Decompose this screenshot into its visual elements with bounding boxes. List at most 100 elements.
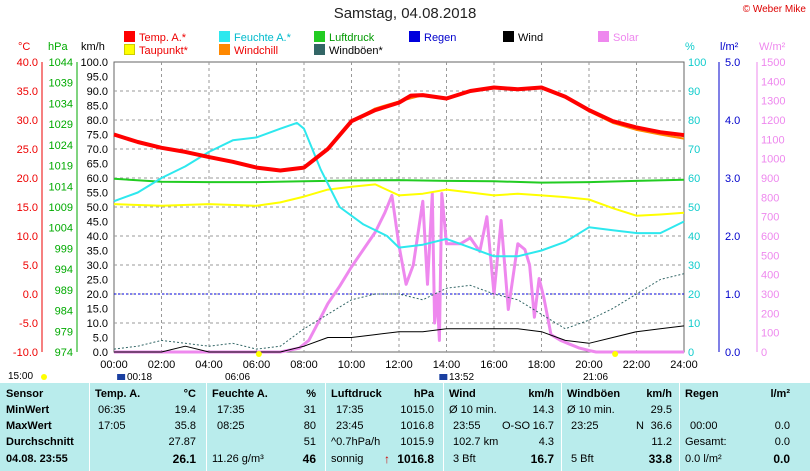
legend-label-dewpoint: Taupunkt* bbox=[139, 45, 188, 57]
rain-rate: 0.0 l/m² bbox=[685, 453, 722, 465]
legend-item-solar: Solar bbox=[598, 31, 639, 44]
pressure-forecast: sonnig bbox=[331, 453, 364, 465]
wind-axis-tick-label: 40.0 bbox=[87, 231, 108, 243]
x-axis-tick-label: 20:00 bbox=[575, 359, 603, 371]
legend-swatch-pressure bbox=[314, 31, 325, 42]
gust-max-time: 23:25 bbox=[571, 420, 599, 432]
legend-item-gust: Windböen* bbox=[314, 44, 383, 57]
axis-unit-wind: km/h bbox=[81, 41, 105, 53]
humidity-axis-tick-label: 0 bbox=[688, 347, 694, 359]
legend-label-wind: Wind bbox=[518, 32, 544, 44]
humidity-axis-tick-label: 60 bbox=[688, 173, 700, 185]
legend-label-humidity: Feuchte A.* bbox=[234, 32, 291, 44]
axis-unit-rain: l/m² bbox=[720, 41, 739, 53]
axis-unit-humidity: % bbox=[685, 41, 695, 53]
pressure-axis-tick-label: 1044 bbox=[49, 57, 73, 69]
col-divider bbox=[561, 383, 562, 471]
pressure-unit: hPa bbox=[413, 388, 434, 400]
legend-item-rain: Regen bbox=[409, 31, 456, 44]
pressure-axis-tick-label: 1009 bbox=[49, 202, 73, 214]
legend-swatch-windchill bbox=[219, 44, 230, 55]
axis-unit-pressure: hPa bbox=[48, 41, 68, 53]
gust-avg10-label: Ø 10 min. bbox=[567, 404, 615, 416]
pressure-axis-tick-label: 974 bbox=[55, 347, 73, 359]
gust-max-dir: N bbox=[636, 420, 644, 432]
wind-axis-tick-label: 75.0 bbox=[87, 130, 108, 142]
rain-axis-tick-label: 3.0 bbox=[725, 173, 740, 185]
gust-max: 36.6 bbox=[650, 420, 672, 432]
humidity-axis-tick-label: 80 bbox=[688, 115, 700, 127]
x-axis-tick-label: 02:00 bbox=[148, 359, 176, 371]
wind-avg10-label: Ø 10 min. bbox=[449, 404, 497, 416]
temp-max-time: 17:05 bbox=[98, 420, 126, 432]
wind-axis-tick-label: 10.0 bbox=[87, 318, 108, 330]
wind-avg: 4.3 bbox=[538, 436, 554, 448]
legend-label-gust: Windböen* bbox=[329, 45, 383, 57]
humidity-axis-tick-label: 100 bbox=[688, 57, 706, 69]
humidity-axis-tick-label: 50 bbox=[688, 202, 700, 214]
temp-min-time: 06:35 bbox=[98, 404, 126, 416]
wind-axis-tick-label: 0.0 bbox=[93, 347, 108, 359]
wind-avg10: 14.3 bbox=[532, 404, 554, 416]
pressure-axis-tick-label: 1004 bbox=[49, 223, 73, 235]
sunrise-label: 06:06 bbox=[225, 372, 251, 383]
humidity-avg: 51 bbox=[303, 436, 316, 448]
rain-axis-tick-label: 4.0 bbox=[725, 115, 740, 127]
temp-axis-tick-label: 40.0 bbox=[17, 57, 38, 69]
solar-axis-tick-label: 100 bbox=[761, 328, 779, 340]
rain-axis-tick-label: 1.0 bbox=[725, 289, 740, 301]
legend-label-windchill: Windchill bbox=[234, 45, 279, 57]
wind-axis-tick-label: 35.0 bbox=[87, 246, 108, 258]
sun-icon bbox=[612, 351, 619, 357]
rain-max-time: 00:00 bbox=[690, 420, 718, 432]
wind-bft: 3 Bft bbox=[453, 453, 476, 465]
row-label-current: 04.08. 23:55 bbox=[6, 453, 68, 465]
humidity-header: Feuchte A. bbox=[212, 388, 268, 400]
wind-current: 16.7 bbox=[530, 452, 554, 466]
gust-unit: km/h bbox=[646, 388, 672, 400]
moonrise-label: 00:18 bbox=[127, 372, 153, 383]
day-start-label: 15:00 bbox=[8, 371, 34, 382]
row-label-min: MinWert bbox=[6, 404, 50, 416]
axis-unit-solar: W/m² bbox=[759, 41, 786, 53]
solar-axis-tick-label: 1100 bbox=[761, 134, 785, 146]
temp-axis-tick-label: 0.0 bbox=[23, 289, 38, 301]
temp-axis-tick-label: 10.0 bbox=[17, 231, 38, 243]
humidity-unit: % bbox=[306, 388, 316, 400]
humidity-axis-tick-label: 10 bbox=[688, 318, 700, 330]
pressure-trend: ^0.7hPa/h bbox=[331, 436, 381, 448]
legend-swatch-dewpoint bbox=[124, 44, 135, 55]
wind-axis-tick-label: 25.0 bbox=[87, 275, 108, 287]
humidity-axis-tick-label: 40 bbox=[688, 231, 700, 243]
solar-axis-tick-label: 800 bbox=[761, 192, 779, 204]
series-line-windb-en bbox=[113, 273, 685, 350]
x-axis-tick-label: 04:00 bbox=[195, 359, 223, 371]
solar-axis-tick-label: 900 bbox=[761, 173, 779, 185]
pressure-axis-tick-label: 1029 bbox=[49, 119, 73, 131]
humidity-max-time: 08:25 bbox=[217, 420, 245, 432]
wind-axis-tick-label: 30.0 bbox=[87, 260, 108, 272]
x-axis-tick-label: 22:00 bbox=[623, 359, 651, 371]
pressure-axis-tick-label: 1024 bbox=[49, 140, 73, 152]
wind-axis-tick-label: 80.0 bbox=[87, 115, 108, 127]
series-line-feuchte-a bbox=[113, 121, 685, 258]
temp-avg: 27.87 bbox=[168, 436, 196, 448]
humidity-max: 80 bbox=[303, 420, 316, 432]
humidity-axis-tick-label: 30 bbox=[688, 260, 700, 272]
pressure-avg: 1015.9 bbox=[400, 436, 434, 448]
humidity-current: 46 bbox=[302, 452, 316, 466]
x-axis-tick-label: 00:00 bbox=[100, 359, 128, 371]
solar-axis-tick-label: 700 bbox=[761, 212, 779, 224]
temp-max: 35.8 bbox=[174, 420, 196, 432]
rain-axis-tick-label: 5.0 bbox=[725, 57, 740, 69]
humidity-axis-tick-label: 20 bbox=[688, 289, 700, 301]
legend-swatch-humidity bbox=[219, 31, 230, 42]
row-label-max: MaxWert bbox=[6, 420, 52, 432]
col-divider bbox=[325, 383, 326, 471]
legend-item-pressure: Luftdruck bbox=[314, 31, 374, 44]
x-axis-tick-label: 24:00 bbox=[670, 359, 698, 371]
legend-label-solar: Solar bbox=[613, 32, 639, 44]
wind-max-time: 23:55 bbox=[453, 420, 481, 432]
pressure-axis-tick-label: 989 bbox=[55, 285, 73, 297]
wind-unit: km/h bbox=[528, 388, 554, 400]
